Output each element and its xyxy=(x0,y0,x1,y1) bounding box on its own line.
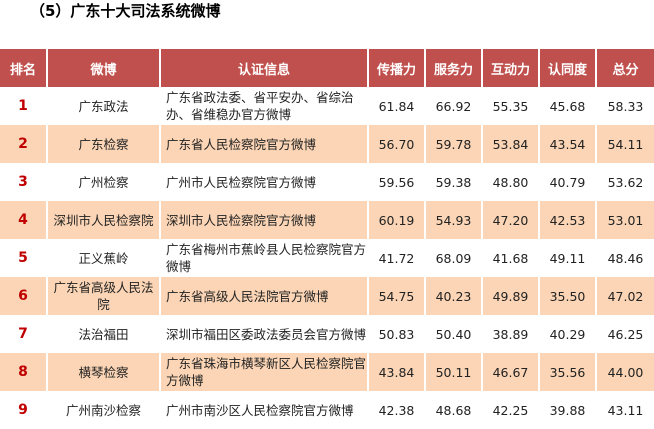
cell-interaction: 38.89 xyxy=(481,315,539,353)
cell-total: 47.02 xyxy=(595,277,654,315)
cell-service: 50.40 xyxy=(424,315,482,353)
cell-reach: 61.84 xyxy=(367,87,425,125)
cell-interaction: 41.68 xyxy=(481,239,539,277)
table-header: 排名 微博 认证信息 传播力 服务力 互动力 认同度 总分 xyxy=(0,49,654,87)
cell-reach: 41.72 xyxy=(367,239,425,277)
cell-recognition: 43.54 xyxy=(538,125,596,163)
header-rank: 排名 xyxy=(0,49,47,87)
header-recognition: 认同度 xyxy=(538,49,596,87)
cell-reach: 60.19 xyxy=(367,201,425,239)
table-row: 1 广东政法 广东省政法委、省平安办、省综治办、省维稳办官方微博 61.84 66.92… xyxy=(0,87,654,125)
cell-recognition: 40.29 xyxy=(538,315,596,353)
cell-total: 54.11 xyxy=(595,125,654,163)
cell-service: 50.11 xyxy=(424,353,482,391)
cell-verification: 广州市南沙区人民检察院官方微博 xyxy=(159,391,368,429)
cell-service: 59.38 xyxy=(424,163,482,201)
cell-verification: 广州市人民检察院官方微博 xyxy=(159,163,368,201)
cell-service: 66.92 xyxy=(424,87,482,125)
header-service: 服务力 xyxy=(424,49,482,87)
cell-total: 53.01 xyxy=(595,201,654,239)
cell-recognition: 39.88 xyxy=(538,391,596,429)
header-reach: 传播力 xyxy=(367,49,425,87)
cell-rank: 3 xyxy=(18,173,28,190)
cell-service: 68.09 xyxy=(424,239,482,277)
cell-rank: 8 xyxy=(0,353,47,391)
cell-total: 53.62 xyxy=(595,163,654,201)
cell-reach: 43.84 xyxy=(367,353,425,391)
cell-recognition: 40.79 xyxy=(538,163,596,201)
table-row: 7 法治福田 深圳市福田区委政法委员会官方微博 50.83 50.40 38.89 40.2… xyxy=(0,315,654,353)
cell-rank: 4 xyxy=(0,201,47,239)
header-verification: 认证信息 xyxy=(159,49,368,87)
cell-service: 48.68 xyxy=(424,391,482,429)
cell-weibo: 广东政法 xyxy=(46,87,160,125)
cell-rank: 6 xyxy=(0,277,47,315)
cell-verification: 广东省政法委、省平安办、省综治办、省维稳办官方微博 xyxy=(159,87,368,125)
cell-recognition: 35.50 xyxy=(538,277,596,315)
header-interaction: 互动力 xyxy=(481,49,539,87)
section-title: （5）广东十大司法系统微博 xyxy=(30,2,221,20)
cell-rank: 9 xyxy=(18,401,28,418)
header-weibo: 微博 xyxy=(46,49,160,87)
cell-weibo: 广东检察 xyxy=(46,125,160,163)
table-row: 6 广东省高级人民法院 广东省高级人民法院官方微博 54.75 40.23 49.89 35… xyxy=(0,277,654,315)
cell-interaction: 47.20 xyxy=(481,201,539,239)
cell-recognition: 45.68 xyxy=(538,87,596,125)
cell-interaction: 48.80 xyxy=(481,163,539,201)
cell-verification: 深圳市福田区委政法委员会官方微博 xyxy=(159,315,368,353)
cell-reach: 56.70 xyxy=(367,125,425,163)
cell-recognition: 49.11 xyxy=(538,239,596,277)
cell-verification: 深圳市人民检察院官方微博 xyxy=(159,201,368,239)
cell-verification: 广东省梅州市蕉岭县人民检察院官方微博 xyxy=(159,239,368,277)
cell-reach: 50.83 xyxy=(367,315,425,353)
table-row: 5 正义蕉岭 广东省梅州市蕉岭县人民检察院官方微博 41.72 68.09 41.68 49… xyxy=(0,239,654,277)
cell-weibo: 广东省高级人民法院 xyxy=(46,277,160,315)
cell-rank: 2 xyxy=(0,125,47,163)
cell-total: 48.46 xyxy=(595,239,654,277)
cell-total: 46.25 xyxy=(595,315,654,353)
cell-verification: 广东省人民检察院官方微博 xyxy=(159,125,368,163)
cell-interaction: 53.84 xyxy=(481,125,539,163)
cell-interaction: 42.25 xyxy=(481,391,539,429)
cell-recognition: 42.53 xyxy=(538,201,596,239)
cell-reach: 42.38 xyxy=(367,391,425,429)
cell-weibo: 法治福田 xyxy=(46,315,160,353)
cell-weibo: 广州南沙检察 xyxy=(46,391,160,429)
cell-rank: 1 xyxy=(18,97,28,114)
cell-service: 59.78 xyxy=(424,125,482,163)
cell-interaction: 55.35 xyxy=(481,87,539,125)
table-row: 4 深圳市人民检察院 深圳市人民检察院官方微博 60.19 54.93 47.20 42.5… xyxy=(0,201,654,239)
table-row: 2 广东检察 广东省人民检察院官方微博 56.70 59.78 53.84 43.54 54.… xyxy=(0,125,654,163)
ranking-table: 排名 微博 认证信息 传播力 服务力 互动力 认同度 总分 1 广东政法 广东省政法委、省平安办、… xyxy=(0,49,654,429)
cell-weibo: 深圳市人民检察院 xyxy=(46,201,160,239)
cell-verification: 广东省珠海市横琴新区人民检察院官方微博 xyxy=(159,353,368,391)
cell-total: 58.33 xyxy=(595,87,654,125)
cell-weibo: 横琴检察 xyxy=(46,353,160,391)
cell-rank: 5 xyxy=(18,249,28,266)
cell-total: 44.00 xyxy=(595,353,654,391)
cell-verification: 广东省高级人民法院官方微博 xyxy=(159,277,368,315)
cell-weibo: 正义蕉岭 xyxy=(46,239,160,277)
cell-total: 43.11 xyxy=(595,391,654,429)
table-row: 9 广州南沙检察 广州市南沙区人民检察院官方微博 42.38 48.68 42.25 39.… xyxy=(0,391,654,429)
cell-rank: 7 xyxy=(18,325,28,342)
cell-weibo: 广州检察 xyxy=(46,163,160,201)
cell-recognition: 35.56 xyxy=(538,353,596,391)
cell-interaction: 49.89 xyxy=(481,277,539,315)
cell-interaction: 46.67 xyxy=(481,353,539,391)
cell-service: 40.23 xyxy=(424,277,482,315)
cell-service: 54.93 xyxy=(424,201,482,239)
table-row: 8 横琴检察 广东省珠海市横琴新区人民检察院官方微博 43.84 50.11 46.67 3… xyxy=(0,353,654,391)
table-row: 3 广州检察 广州市人民检察院官方微博 59.56 59.38 48.80 40.79 53.… xyxy=(0,163,654,201)
header-total: 总分 xyxy=(595,49,654,87)
cell-reach: 54.75 xyxy=(367,277,425,315)
cell-reach: 59.56 xyxy=(367,163,425,201)
